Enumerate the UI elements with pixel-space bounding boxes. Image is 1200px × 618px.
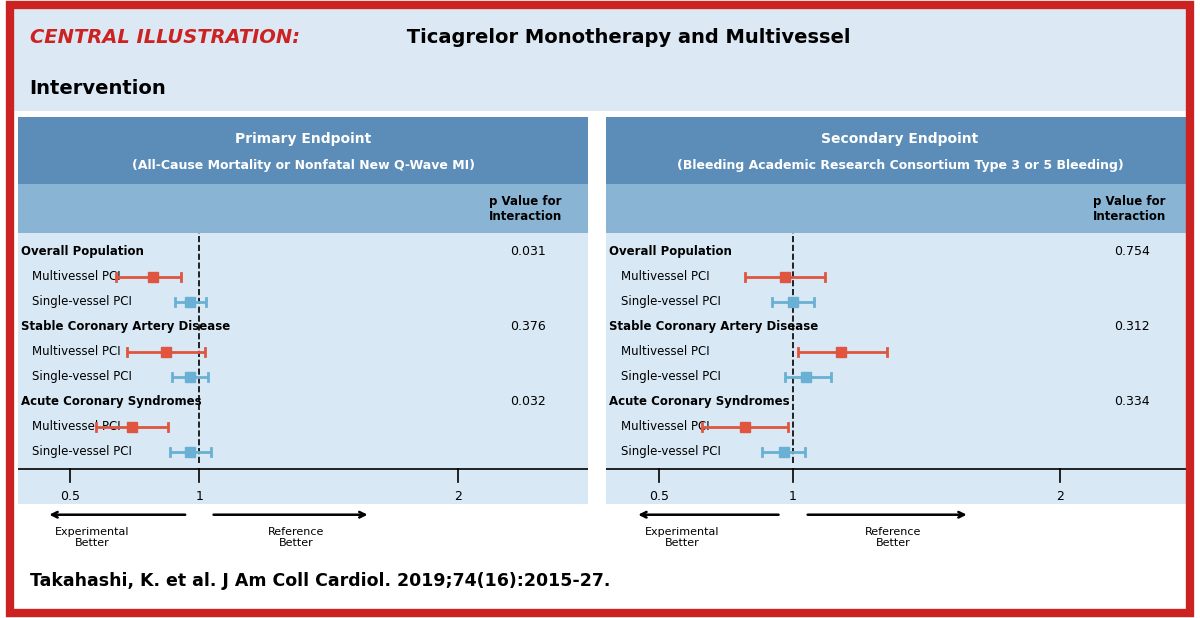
Text: Single-vessel PCI: Single-vessel PCI	[620, 445, 720, 458]
Text: 0.376: 0.376	[510, 320, 546, 333]
Text: Single-vessel PCI: Single-vessel PCI	[32, 295, 132, 308]
Text: 0.5: 0.5	[649, 489, 670, 502]
Text: Reference
Better: Reference Better	[865, 527, 922, 548]
Text: Experimental
Better: Experimental Better	[646, 527, 720, 548]
Text: 0.032: 0.032	[510, 395, 546, 408]
Text: 2: 2	[1056, 489, 1064, 502]
Text: Stable Coronary Artery Disease: Stable Coronary Artery Disease	[20, 320, 230, 333]
Text: Single-vessel PCI: Single-vessel PCI	[32, 445, 132, 458]
Text: Experimental
Better: Experimental Better	[55, 527, 130, 548]
Text: Primary Endpoint: Primary Endpoint	[235, 132, 371, 146]
Text: Overall Population: Overall Population	[608, 245, 732, 258]
Text: Ticagrelor Monotherapy and Multivessel: Ticagrelor Monotherapy and Multivessel	[400, 28, 851, 47]
Text: Secondary Endpoint: Secondary Endpoint	[821, 132, 979, 146]
Text: 0.312: 0.312	[1115, 320, 1150, 333]
Text: Multivessel PCI: Multivessel PCI	[32, 270, 121, 283]
Text: Reference
Better: Reference Better	[268, 527, 324, 548]
Text: 0.334: 0.334	[1115, 395, 1150, 408]
Text: Stable Coronary Artery Disease: Stable Coronary Artery Disease	[608, 320, 818, 333]
Text: 1: 1	[790, 489, 797, 502]
Text: 1: 1	[196, 489, 203, 502]
Text: Multivessel PCI: Multivessel PCI	[32, 420, 121, 433]
Text: 0.754: 0.754	[1115, 245, 1150, 258]
Text: 0.031: 0.031	[510, 245, 546, 258]
Text: (All-Cause Mortality or Nonfatal New Q-Wave MI): (All-Cause Mortality or Nonfatal New Q-W…	[132, 159, 474, 172]
Text: Single-vessel PCI: Single-vessel PCI	[620, 295, 720, 308]
Text: (Bleeding Academic Research Consortium Type 3 or 5 Bleeding): (Bleeding Academic Research Consortium T…	[677, 159, 1123, 172]
Text: Single-vessel PCI: Single-vessel PCI	[32, 370, 132, 383]
Text: Intervention: Intervention	[30, 78, 167, 98]
Text: p Value for
Interaction: p Value for Interaction	[488, 195, 562, 222]
Text: Multivessel PCI: Multivessel PCI	[620, 345, 709, 358]
Text: Multivessel PCI: Multivessel PCI	[32, 345, 121, 358]
Text: Overall Population: Overall Population	[20, 245, 144, 258]
Text: Single-vessel PCI: Single-vessel PCI	[620, 370, 720, 383]
Text: 0.5: 0.5	[60, 489, 80, 502]
Text: p Value for
Interaction: p Value for Interaction	[1093, 195, 1166, 222]
Text: CENTRAL ILLUSTRATION:: CENTRAL ILLUSTRATION:	[30, 28, 300, 47]
Text: Takahashi, K. et al. J Am Coll Cardiol. 2019;74(16):2015-27.: Takahashi, K. et al. J Am Coll Cardiol. …	[30, 572, 610, 590]
Text: Multivessel PCI: Multivessel PCI	[620, 420, 709, 433]
Text: Acute Coronary Syndromes: Acute Coronary Syndromes	[20, 395, 202, 408]
Text: 2: 2	[455, 489, 462, 502]
Text: Acute Coronary Syndromes: Acute Coronary Syndromes	[608, 395, 790, 408]
Text: Multivessel PCI: Multivessel PCI	[620, 270, 709, 283]
